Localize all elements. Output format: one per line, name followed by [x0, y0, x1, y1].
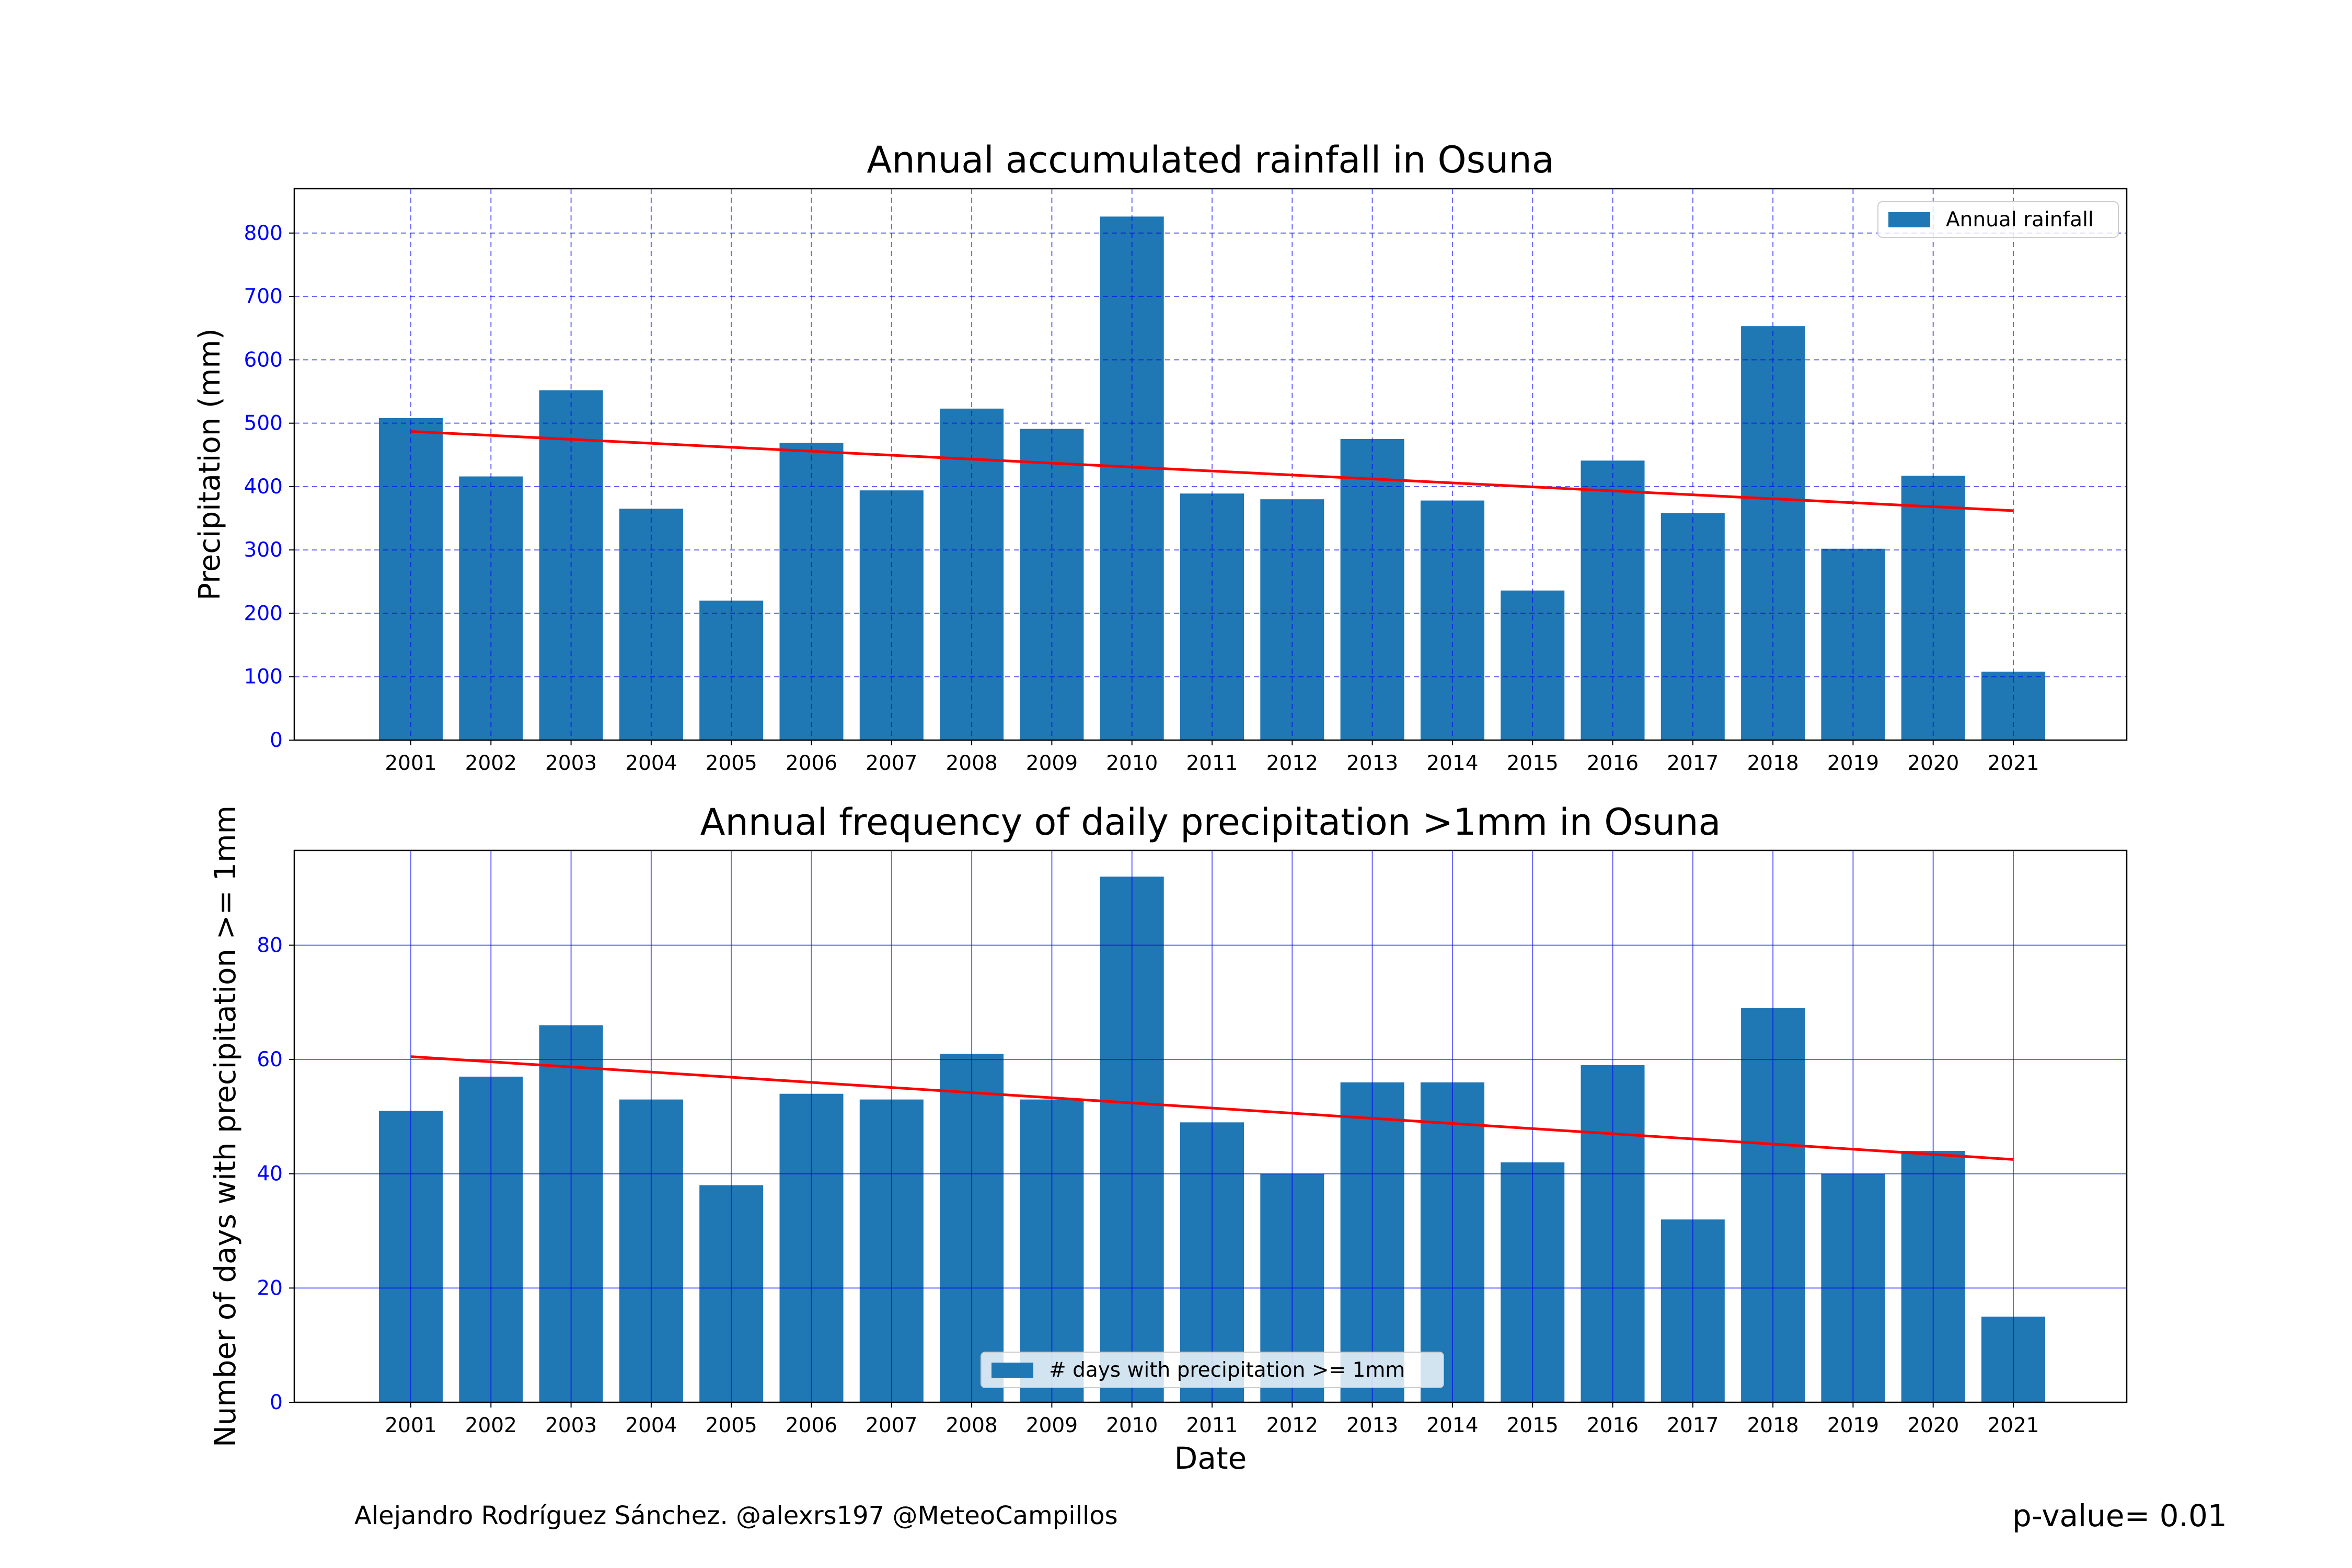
- x-tick-label: 2015: [1507, 1414, 1559, 1437]
- chart-panel-2: 0 20 40 60 80 2001 2002 2003 2004 2005 2006 2007 200…: [209, 801, 2127, 1476]
- chart-panel-1: 0 100 200 300 400 500 600 700 800 2001 2002 2003 200…: [193, 139, 2127, 775]
- x-tick-label: 2002: [465, 752, 517, 775]
- x-tick-label: 2016: [1587, 752, 1639, 775]
- x-tick-label: 2006: [786, 1414, 837, 1437]
- y-tick-label: 0: [270, 1391, 283, 1414]
- x-tick-label: 2017: [1667, 1414, 1719, 1437]
- y-tick-label: 300: [244, 538, 283, 562]
- legend: # days with precipitation >= 1mm: [981, 1352, 1444, 1388]
- x-tick-label: 2013: [1346, 752, 1398, 775]
- x-tick-label: 2011: [1186, 752, 1238, 775]
- y-axis-label: Number of days with precipitation >= 1mm: [209, 805, 243, 1447]
- x-tick-label: 2021: [1987, 752, 2039, 775]
- x-tick-label: 2005: [706, 752, 757, 775]
- x-tick-label: 2004: [625, 752, 677, 775]
- x-tick-label: 2012: [1266, 752, 1318, 775]
- x-tick-label: 2010: [1106, 752, 1158, 775]
- x-tick-label: 2002: [465, 1414, 517, 1437]
- x-tick-label: 2016: [1587, 1414, 1639, 1437]
- p-value-text: p-value= 0.01: [2012, 1498, 2227, 1534]
- credit-text: Alejandro Rodríguez Sánchez. @alexrs197 …: [354, 1501, 1118, 1530]
- y-tick-label: 60: [257, 1048, 283, 1071]
- legend: Annual rainfall: [1878, 202, 2118, 237]
- x-tick-label: 2006: [786, 752, 837, 775]
- x-tick-label: 2014: [1426, 1414, 1478, 1437]
- x-tick-label: 2003: [545, 752, 597, 775]
- legend-label: # days with precipitation >= 1mm: [1049, 1358, 1405, 1382]
- legend-swatch: [991, 1363, 1033, 1378]
- x-tick-label: 2007: [866, 752, 917, 775]
- x-tick-label: 2020: [1907, 752, 1959, 775]
- x-tick-label: 2004: [625, 1414, 677, 1437]
- x-tick-label: 2005: [706, 1414, 757, 1437]
- x-tick-label: 2010: [1106, 1414, 1158, 1437]
- x-tick-label: 2021: [1987, 1414, 2039, 1437]
- y-tick-label: 600: [244, 348, 283, 372]
- x-tick-label: 2020: [1907, 1414, 1959, 1437]
- x-tick-label: 2001: [385, 752, 436, 775]
- x-tick-label: 2012: [1266, 1414, 1318, 1437]
- x-tick-label: 2001: [385, 1414, 436, 1437]
- legend-swatch: [1888, 212, 1930, 227]
- x-tick-label: 2009: [1026, 752, 1078, 775]
- x-tick-label: 2018: [1747, 752, 1798, 775]
- x-tick-label: 2017: [1667, 752, 1719, 775]
- y-tick-label: 100: [244, 665, 283, 689]
- chart-title: Annual frequency of daily precipitation …: [700, 801, 1721, 844]
- legend-label: Annual rainfall: [1946, 208, 2094, 232]
- y-tick-label: 0: [270, 729, 283, 752]
- x-tick-label: 2014: [1426, 752, 1478, 775]
- x-tick-label: 2018: [1747, 1414, 1798, 1437]
- x-tick-label: 2003: [545, 1414, 597, 1437]
- y-tick-label: 20: [257, 1276, 283, 1300]
- x-tick-label: 2019: [1827, 752, 1879, 775]
- chart-title: Annual accumulated rainfall in Osuna: [867, 139, 1554, 181]
- y-tick-label: 40: [257, 1162, 283, 1186]
- x-tick-label: 2007: [866, 1414, 917, 1437]
- y-tick-label: 400: [244, 475, 283, 499]
- x-tick-label: 2009: [1026, 1414, 1078, 1437]
- y-axis-label: Precipitation (mm): [193, 328, 227, 601]
- y-tick-label: 700: [244, 285, 283, 308]
- x-axis-label: Date: [1174, 1440, 1247, 1476]
- x-tick-label: 2015: [1507, 752, 1559, 775]
- x-tick-label: 2011: [1186, 1414, 1238, 1437]
- y-tick-label: 500: [244, 412, 283, 435]
- y-tick-label: 80: [257, 933, 283, 957]
- x-tick-label: 2019: [1827, 1414, 1879, 1437]
- x-tick-label: 2008: [946, 752, 997, 775]
- y-tick-label: 800: [244, 222, 283, 245]
- y-tick-label: 200: [244, 602, 283, 625]
- x-tick-label: 2008: [946, 1414, 997, 1437]
- x-tick-label: 2013: [1346, 1414, 1398, 1437]
